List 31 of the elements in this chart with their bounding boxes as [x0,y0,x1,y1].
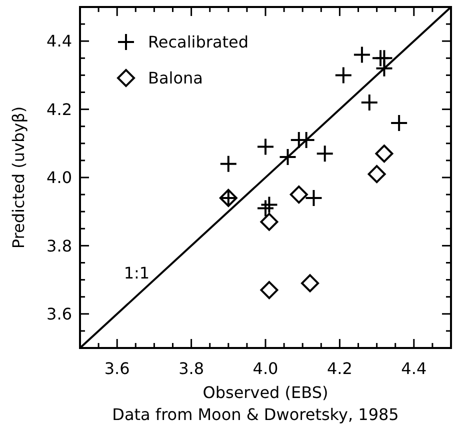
y-tick-label: 3.6 [46,304,72,324]
point [390,114,408,132]
x-tick-label: 4.0 [252,359,278,378]
y-tick-label: 3.8 [46,236,72,256]
point [304,188,323,207]
x-axis-title: Observed (EBS) [202,383,328,402]
legend-label: Balona [148,68,203,88]
x-tick-label: 3.6 [104,359,130,378]
point [219,154,238,173]
y-tick-label: 4.2 [46,100,72,119]
point [260,196,278,214]
point [368,165,386,184]
legend-label: Recalibrated [148,32,249,52]
point [334,66,352,84]
text: Data from Moon & Dworetsky, 1985 [112,405,399,424]
x-tick-label: 3.8 [178,359,204,378]
point [375,144,394,163]
x-tick-label: 4.2 [326,359,352,378]
y-tick-label: 4.4 [46,32,72,51]
point [360,93,378,112]
point [256,138,274,156]
point [352,46,371,64]
point [290,186,308,204]
point [260,281,278,300]
y-axis-title: Predicted (uvbyβ) [9,106,28,249]
point [260,212,278,231]
y-tick-label: 4.0 [46,168,72,188]
x-tick-label: 4.4 [401,359,427,378]
series-label: 1:1 [124,264,150,283]
point [301,274,320,292]
point [316,144,334,163]
